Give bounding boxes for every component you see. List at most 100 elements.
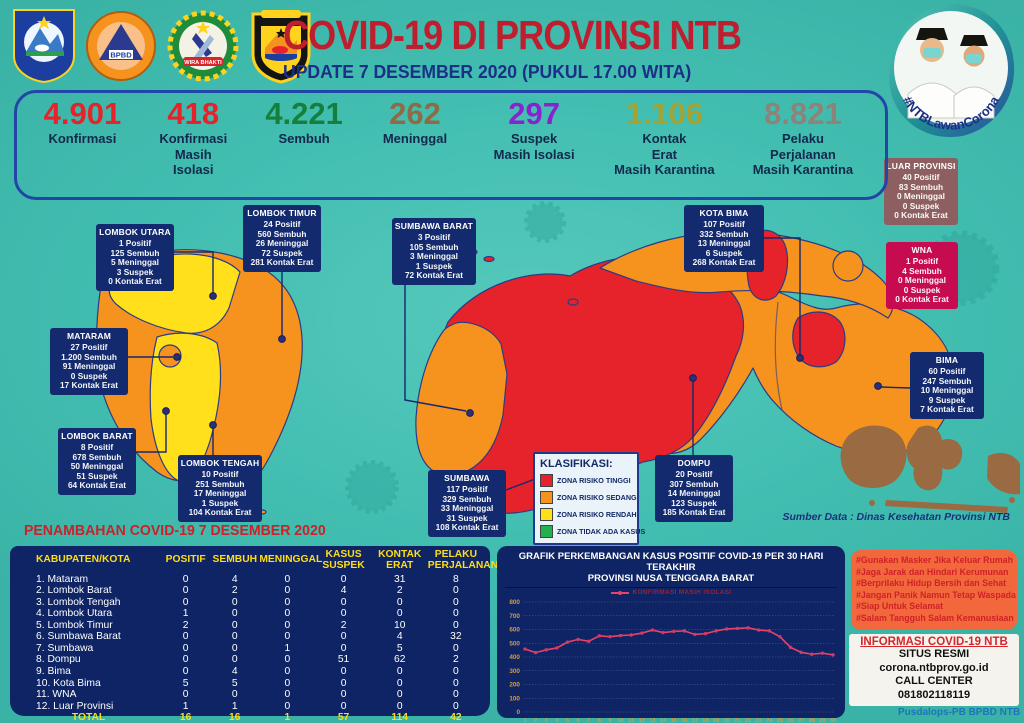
table-cell: 0 (182, 689, 189, 701)
table-cell: 0 (340, 665, 347, 677)
table-cell: 5 (182, 677, 189, 689)
table-cell: 0 (340, 677, 347, 689)
callout-line: 4 Sembuh (902, 265, 942, 276)
callout-bima: BIMA 60 Positif 247 Sembuh 10 Meninggal 9 Su… (910, 352, 984, 419)
table-cell: 0 (453, 596, 459, 608)
callout-lombok-utara: LOMBOK UTARA 1 Positif 125 Sembuh 5 Meningg… (96, 224, 174, 291)
stat-label: Masih Isolasi (493, 146, 575, 162)
legend-line-marker (610, 590, 629, 595)
svg-text:WIRA BHAKTI: WIRA BHAKTI (184, 60, 222, 66)
zone-legend: KLASIFIKASI: ZONA RISIKO TINGGI ZONA RISI… (533, 452, 645, 545)
table-title: PENAMBAHAN COVID-19 7 DESEMBER 2020 (24, 522, 326, 539)
table-cell: 0 (284, 608, 291, 620)
table-cell: 0 (284, 689, 291, 701)
table-cell: 0 (340, 596, 347, 608)
table-total-cell: 1 (284, 712, 291, 723)
table-cell: 2 (453, 654, 459, 666)
table-row: 12. Luar Provinsi 1 1 0 0 0 0 (16, 701, 484, 713)
stat-label: Suspek (510, 131, 558, 146)
callout-title: MATARAM (66, 331, 112, 341)
chart-title: GRAFIK PERKEMBANGAN KASUS POSITIF COVID-… (518, 551, 824, 573)
table-cell: 5 (396, 642, 403, 654)
svg-text:26: 26 (787, 718, 793, 723)
stat-item: 262 Meninggal (360, 97, 471, 147)
stat-label: Masih (174, 146, 212, 162)
table-cell: 1 (182, 608, 189, 620)
table-cell: 0 (340, 642, 347, 654)
chart-legend-label: KONFIRMASI MASIH ISOLASI (632, 589, 732, 596)
callout-title: LOMBOK UTARA (99, 227, 171, 237)
callout-luar-provinsi: LUAR PROVINSI 40 Positif 83 Sembuh 0 Mening… (884, 158, 958, 225)
table-header-cell: MENINGGAL (259, 554, 323, 566)
callout-title: LUAR PROVINSI (886, 161, 956, 171)
svg-text:23: 23 (756, 718, 762, 723)
callout-title: LOMBOK TIMUR (247, 208, 317, 218)
table-cell: 0 (284, 665, 291, 677)
table-cell: 0 (182, 665, 189, 677)
svg-text:17: 17 (692, 718, 698, 723)
table-row: 11. WNA 0 0 0 0 0 0 (16, 689, 484, 701)
table-cell: 12. Luar Provinsi (36, 700, 114, 712)
table-cell: 0 (453, 619, 459, 631)
callout-line: 3 Positif (417, 232, 451, 242)
table-total-cell: 114 (391, 712, 409, 723)
table-header-cell: SEMBUH (212, 554, 258, 566)
callout-sumbawa-barat: SUMBAWA BARAT 3 Positif 105 Sembuh 3 Mening… (392, 218, 476, 285)
stat-item: 297 Suspek Masih Isolasi (470, 97, 597, 162)
table-cell: 1 (182, 700, 189, 712)
table-row: 2. Lombok Barat 0 2 0 4 2 0 (16, 585, 484, 597)
callout-mataram: MATARAM 27 Positif 1.200 Sembuh 91 Meningga… (50, 328, 128, 395)
svg-text:13: 13 (649, 718, 655, 723)
table-cell: 0 (453, 677, 459, 689)
hashtag-line: #Gunakan Masker Jika Keluar Rumah (856, 555, 1013, 565)
callout-title: LOMBOK BARAT (61, 431, 133, 441)
table-cell: 5 (231, 677, 238, 689)
callout-title: SUMBAWA (444, 473, 490, 483)
callout-title: WNA (911, 245, 933, 255)
callout-line: 185 Kontak Erat (662, 507, 726, 518)
svg-text:6: 6 (577, 718, 580, 723)
table-cell: 4 (231, 573, 238, 585)
table-cell: 0 (453, 608, 459, 620)
stat-value: 418 (167, 96, 220, 131)
callout-line: 1.200 Sembuh (61, 351, 117, 362)
stat-label: Erat (651, 146, 678, 162)
stat-label: Masih Karantina (614, 162, 715, 177)
table-row: 8. Dompu 0 0 0 51 62 2 (16, 654, 484, 666)
stat-value: 262 (389, 96, 441, 131)
svg-text:20: 20 (724, 718, 730, 723)
table-cell: 32 (450, 631, 462, 643)
svg-text:16: 16 (681, 718, 687, 723)
stat-value: 8.821 (764, 96, 842, 131)
table-total-cell: 16 (179, 712, 192, 723)
legend-title: KLASIFIKASI: (540, 458, 613, 470)
callout-kota-bima: KOTA BIMA 107 Positif 332 Sembuh 13 Meningg… (684, 205, 764, 272)
table-cell: 2 (231, 585, 238, 597)
bpbd-icon: BPBD (86, 11, 156, 81)
svg-text:30: 30 (830, 718, 836, 723)
table-total-cell: TOTAL (71, 712, 106, 723)
table-cell: 4. Lombok Utara (36, 608, 113, 620)
info-title: INFORMASI COVID-19 NTB (860, 636, 1008, 648)
table-cell: 0 (182, 585, 189, 597)
svg-text:12: 12 (639, 718, 645, 723)
table-cell: 0 (396, 596, 403, 608)
table-cell: 62 (393, 654, 406, 666)
legend-swatch (540, 491, 553, 504)
hashtag-line: #Jaga Jarak dan Hindari Kerumunan (856, 566, 1009, 577)
table-header-cell: KONTAK ERAT (378, 549, 422, 571)
callout-line: 31 Suspek (446, 512, 488, 523)
table-cell: 0 (231, 654, 238, 666)
polda-ntb-icon (251, 10, 311, 84)
table-cell: 2 (396, 585, 403, 597)
table-header-cell: PELAKU PERJALANAN (427, 549, 499, 571)
table-cell: 0 (453, 665, 459, 677)
table-cell: 2. Lombok Barat (36, 585, 112, 597)
svg-text:600: 600 (509, 627, 520, 634)
svg-text:29: 29 (819, 718, 825, 723)
stat-value: 297 (508, 96, 560, 131)
callout-line: 26 Meninggal (255, 238, 309, 249)
table-cell: 8. Dompu (36, 654, 81, 666)
stat-label: Masih Karantina (752, 162, 854, 177)
